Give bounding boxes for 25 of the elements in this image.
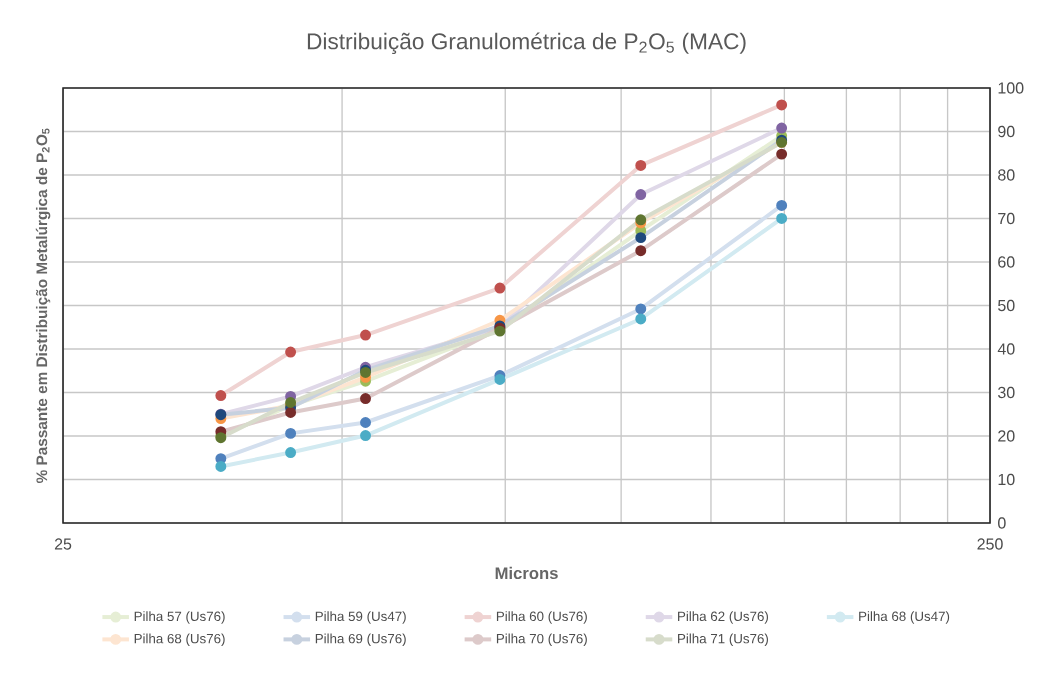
y-tick-label: 10: [998, 473, 1015, 486]
x-tick-label: 25: [54, 538, 72, 550]
y-tick-label: 40: [997, 343, 1015, 355]
y-tick-label: 100: [998, 82, 1024, 94]
y-tick-label: 50: [998, 299, 1015, 312]
legend-label: Pilha 57 (Us76): [134, 611, 225, 624]
chart-title: Distribuição Granulométrica de P$_{2}$O$_{5}$ (MAC): [307, 32, 746, 54]
y-tick-label: 60: [998, 256, 1015, 268]
y-axis-title: % Passante em Distribuição Metalúrgica de P$_{2}$O$_{5}$: [35, 128, 51, 484]
y-tick-label: 0: [998, 517, 1006, 529]
y-tick-label: 90: [998, 125, 1015, 138]
legend-label: Pilha 68 (Us47): [859, 611, 950, 624]
legend-label: Pilha 68 (Us76): [134, 633, 225, 646]
x-tick-label: 250: [977, 538, 1003, 550]
y-tick-label: 30: [998, 386, 1015, 399]
legend-label: Pilha 70 (Us76): [496, 633, 587, 646]
y-tick-label: 70: [998, 212, 1015, 225]
legend-label: Pilha 62 (Us76): [678, 611, 768, 624]
y-tick-label: 80: [998, 169, 1015, 181]
legend-label: Pilha 60 (Us76): [496, 611, 587, 624]
legend-label: Pilha 71 (Us76): [678, 633, 768, 646]
y-tick-label: 20: [998, 430, 1015, 442]
x-axis-title: Microns: [495, 566, 558, 580]
legend-label: Pilha 69 (Us76): [315, 633, 406, 646]
legend-label: Pilha 59 (Us47): [315, 611, 406, 624]
